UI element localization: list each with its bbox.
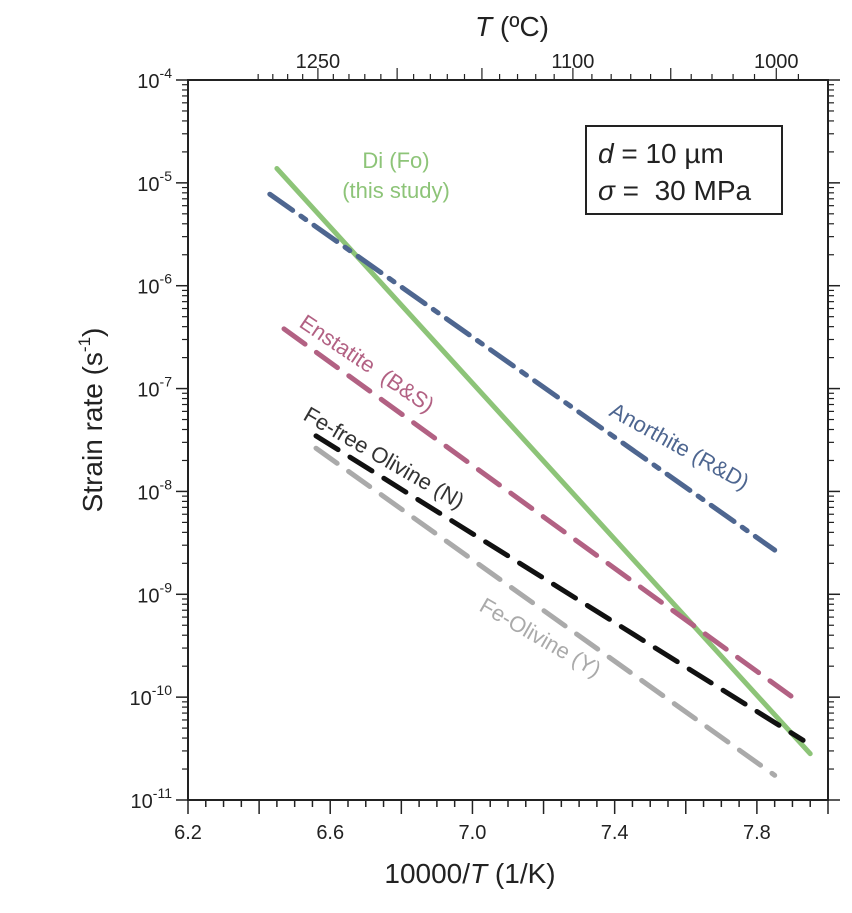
x-axis-title: 10000/T (1/K) xyxy=(384,858,555,889)
conditions-frame xyxy=(585,125,783,215)
top-tick-label: 1100 xyxy=(551,51,594,73)
conditions-box: d = 10 µm σ = 30 MPa xyxy=(585,125,783,215)
top-axis-ticks: 1250 1100 1000 xyxy=(296,51,799,73)
y-tick-label: 10-5 xyxy=(137,168,172,196)
series-line-fe-free-olivine xyxy=(313,433,806,743)
y-tick-label: 10-10 xyxy=(130,682,173,710)
series-label-di-line1: Di (Fo) xyxy=(362,148,429,173)
x-tick-label: 6.6 xyxy=(316,822,344,844)
y-tick-label: 10-11 xyxy=(131,785,173,813)
y-tick-label: 10-4 xyxy=(137,65,172,93)
y-tick-label: 10-8 xyxy=(137,476,172,504)
top-axis-title: T (ºC) xyxy=(475,11,549,42)
y-tick-label: 10-6 xyxy=(137,271,172,299)
plot-frame xyxy=(187,79,829,801)
series-lines xyxy=(267,166,813,778)
x-axis-ticks: 6.2 6.6 7.0 7.4 7.8 xyxy=(174,822,771,844)
series-label-di-line2: (this study) xyxy=(342,178,450,203)
y-tick-label: 10-7 xyxy=(137,374,172,402)
x-tick-label: 7.8 xyxy=(743,822,771,844)
x-tick-label: 7.0 xyxy=(459,822,487,844)
top-tick-label: 1250 xyxy=(296,51,341,73)
series-line-di xyxy=(274,166,813,757)
series-line-enstatite xyxy=(281,326,795,700)
grain-size-label: d = 10 µm xyxy=(598,138,724,169)
y-axis-ticks: 10-4 10-5 10-6 10-7 10-8 10-9 10-10 10-11 xyxy=(130,65,173,813)
x-tick-label: 6.2 xyxy=(174,822,202,844)
y-axis-title: Strain rate (s-1) xyxy=(75,328,108,513)
y-tick-label: 10-9 xyxy=(137,579,172,607)
series-labels: Di (Fo) (this study) Enstatite (B&S) Ano… xyxy=(295,148,753,682)
x-tick-label: 7.4 xyxy=(601,822,629,844)
series-line-fe-olivine xyxy=(313,445,778,778)
top-tick-label: 1000 xyxy=(754,51,799,73)
stress-label: σ = 30 MPa xyxy=(598,175,752,206)
series-line-anorthite xyxy=(267,191,778,553)
